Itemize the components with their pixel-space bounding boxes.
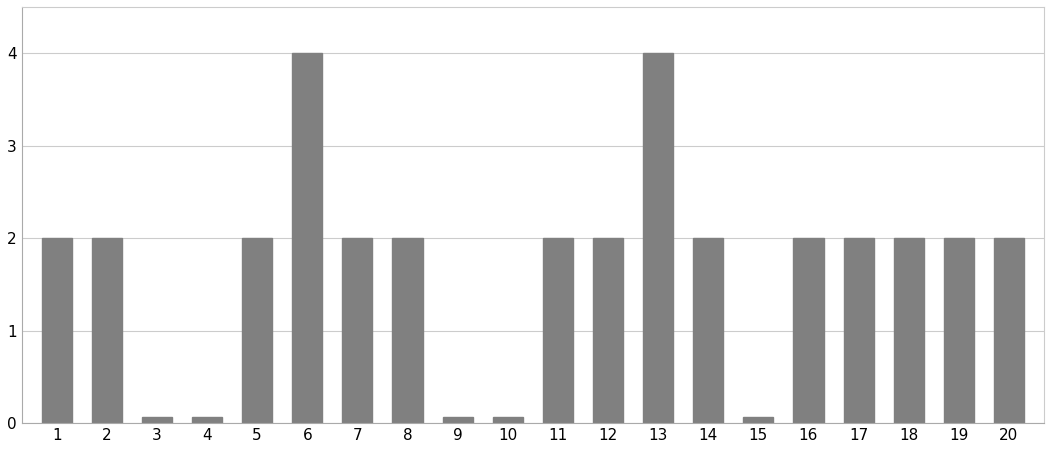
Bar <box>442 417 473 423</box>
Bar <box>242 238 272 423</box>
Bar <box>944 238 974 423</box>
Bar <box>142 417 172 423</box>
Bar <box>694 238 723 423</box>
Bar <box>42 238 71 423</box>
Bar <box>91 238 122 423</box>
Bar <box>192 417 222 423</box>
Bar <box>493 417 522 423</box>
Bar <box>643 53 673 423</box>
Bar <box>392 238 423 423</box>
Bar <box>844 238 873 423</box>
Bar <box>893 238 924 423</box>
Bar <box>542 238 573 423</box>
Bar <box>292 53 323 423</box>
Bar <box>743 417 774 423</box>
Bar <box>343 238 372 423</box>
Bar <box>593 238 623 423</box>
Bar <box>794 238 824 423</box>
Bar <box>994 238 1024 423</box>
